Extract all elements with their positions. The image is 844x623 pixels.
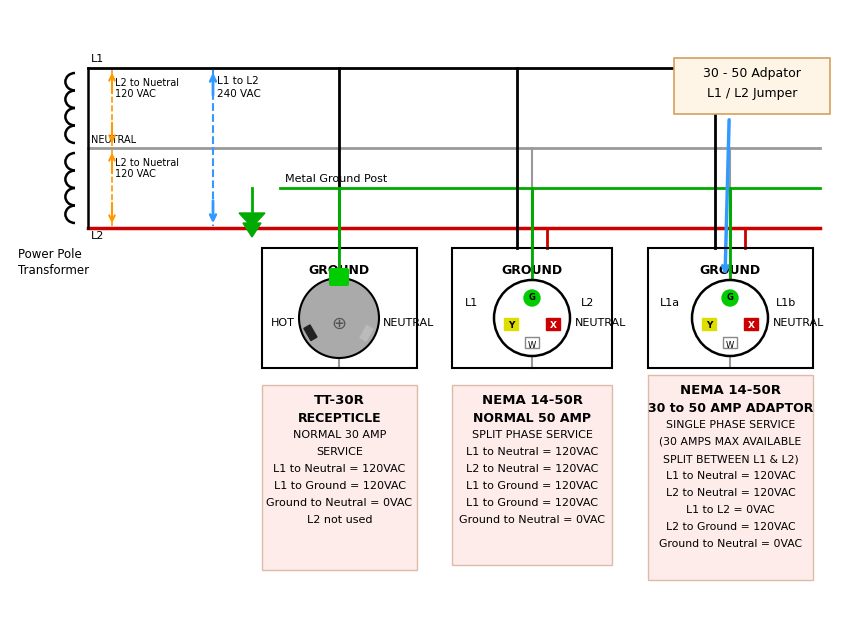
Text: NEMA 14-50R: NEMA 14-50R bbox=[680, 384, 781, 397]
Text: L1: L1 bbox=[465, 298, 479, 308]
Bar bbox=[525, 337, 539, 348]
Text: 30 - 50 Adpator: 30 - 50 Adpator bbox=[703, 67, 801, 80]
Text: W: W bbox=[726, 341, 734, 350]
Text: Metal Ground Post: Metal Ground Post bbox=[285, 174, 387, 184]
Text: NEUTRAL: NEUTRAL bbox=[575, 318, 626, 328]
Text: Ground to Neutral = 0VAC: Ground to Neutral = 0VAC bbox=[459, 515, 605, 525]
Bar bbox=[546, 318, 560, 330]
Polygon shape bbox=[239, 213, 265, 227]
Text: L1 to Neutral = 120VAC: L1 to Neutral = 120VAC bbox=[666, 471, 795, 481]
Polygon shape bbox=[243, 223, 261, 237]
FancyBboxPatch shape bbox=[329, 268, 349, 286]
Text: 120 VAC: 120 VAC bbox=[115, 89, 156, 99]
Text: L1 / L2 Jumper: L1 / L2 Jumper bbox=[706, 87, 798, 100]
Text: SPLIT PHASE SERVICE: SPLIT PHASE SERVICE bbox=[472, 430, 592, 440]
Text: X: X bbox=[748, 321, 755, 330]
Text: ⊕: ⊕ bbox=[332, 315, 347, 333]
Text: L1a: L1a bbox=[660, 298, 680, 308]
Text: GROUND: GROUND bbox=[308, 264, 370, 277]
Text: W: W bbox=[528, 341, 536, 350]
Text: G: G bbox=[727, 293, 733, 303]
Text: L1b: L1b bbox=[776, 298, 796, 308]
Text: 240 VAC: 240 VAC bbox=[217, 89, 261, 99]
Bar bbox=[262, 248, 417, 368]
Bar bbox=[304, 325, 317, 341]
FancyBboxPatch shape bbox=[648, 375, 813, 580]
Text: SINGLE PHASE SERVICE: SINGLE PHASE SERVICE bbox=[666, 420, 795, 430]
Circle shape bbox=[299, 278, 379, 358]
Bar bbox=[648, 248, 813, 368]
Text: Ground to Neutral = 0VAC: Ground to Neutral = 0VAC bbox=[267, 498, 413, 508]
Text: G: G bbox=[528, 293, 535, 303]
Text: L2 to Neutral = 120VAC: L2 to Neutral = 120VAC bbox=[666, 488, 795, 498]
Text: NEUTRAL: NEUTRAL bbox=[383, 318, 435, 328]
Text: L2 to Nuetral: L2 to Nuetral bbox=[115, 78, 179, 88]
Text: NEMA 14-50R: NEMA 14-50R bbox=[481, 394, 582, 407]
Text: L2 to Nuetral: L2 to Nuetral bbox=[115, 158, 179, 168]
Text: RECEPTICLE: RECEPTICLE bbox=[298, 412, 381, 426]
Bar bbox=[723, 337, 737, 348]
Text: L1: L1 bbox=[91, 54, 105, 64]
Text: L1 to Neutral = 120VAC: L1 to Neutral = 120VAC bbox=[273, 464, 406, 474]
Text: L1 to L2: L1 to L2 bbox=[217, 76, 259, 86]
Text: L2: L2 bbox=[91, 231, 105, 241]
Text: L1 to Neutral = 120VAC: L1 to Neutral = 120VAC bbox=[466, 447, 598, 457]
Text: L2 to Ground = 120VAC: L2 to Ground = 120VAC bbox=[666, 522, 795, 532]
Text: Y: Y bbox=[706, 321, 712, 330]
Text: L1 to Ground = 120VAC: L1 to Ground = 120VAC bbox=[466, 481, 598, 491]
Circle shape bbox=[494, 280, 570, 356]
Text: NORMAL 30 AMP: NORMAL 30 AMP bbox=[293, 430, 387, 440]
Text: 120 VAC: 120 VAC bbox=[115, 169, 156, 179]
Text: NEUTRAL: NEUTRAL bbox=[773, 318, 825, 328]
Text: Power Pole: Power Pole bbox=[18, 249, 82, 262]
Text: Transformer: Transformer bbox=[18, 264, 89, 277]
Text: SPLIT BETWEEN L1 & L2): SPLIT BETWEEN L1 & L2) bbox=[663, 454, 798, 464]
Circle shape bbox=[524, 290, 540, 306]
Bar bbox=[702, 318, 716, 330]
Text: L1 to Ground = 120VAC: L1 to Ground = 120VAC bbox=[466, 498, 598, 508]
Text: TT-30R: TT-30R bbox=[314, 394, 365, 407]
FancyBboxPatch shape bbox=[452, 385, 612, 565]
Text: X: X bbox=[549, 321, 556, 330]
Bar bbox=[360, 325, 373, 341]
Circle shape bbox=[692, 280, 768, 356]
Text: NORMAL 50 AMP: NORMAL 50 AMP bbox=[473, 412, 591, 426]
Text: NEUTRAL: NEUTRAL bbox=[91, 135, 136, 145]
FancyBboxPatch shape bbox=[262, 385, 417, 570]
Bar bbox=[744, 318, 758, 330]
Bar bbox=[504, 318, 518, 330]
Text: L2: L2 bbox=[582, 298, 595, 308]
Text: (30 AMPS MAX AVAILABLE: (30 AMPS MAX AVAILABLE bbox=[659, 437, 802, 447]
Text: GROUND: GROUND bbox=[501, 264, 563, 277]
Text: 30 to 50 AMP ADAPTOR: 30 to 50 AMP ADAPTOR bbox=[648, 402, 813, 416]
Text: L2 to Neutral = 120VAC: L2 to Neutral = 120VAC bbox=[466, 464, 598, 474]
Text: SERVICE: SERVICE bbox=[316, 447, 363, 457]
Text: HOT: HOT bbox=[271, 318, 295, 328]
Circle shape bbox=[722, 290, 738, 306]
Text: L1 to Ground = 120VAC: L1 to Ground = 120VAC bbox=[273, 481, 405, 491]
Text: L2 not used: L2 not used bbox=[306, 515, 372, 525]
Text: GROUND: GROUND bbox=[700, 264, 760, 277]
Text: L1 to L2 = 0VAC: L1 to L2 = 0VAC bbox=[686, 505, 775, 515]
Text: Y: Y bbox=[508, 321, 514, 330]
Text: Ground to Neutral = 0VAC: Ground to Neutral = 0VAC bbox=[659, 539, 802, 549]
FancyBboxPatch shape bbox=[674, 58, 830, 114]
Bar bbox=[452, 248, 612, 368]
